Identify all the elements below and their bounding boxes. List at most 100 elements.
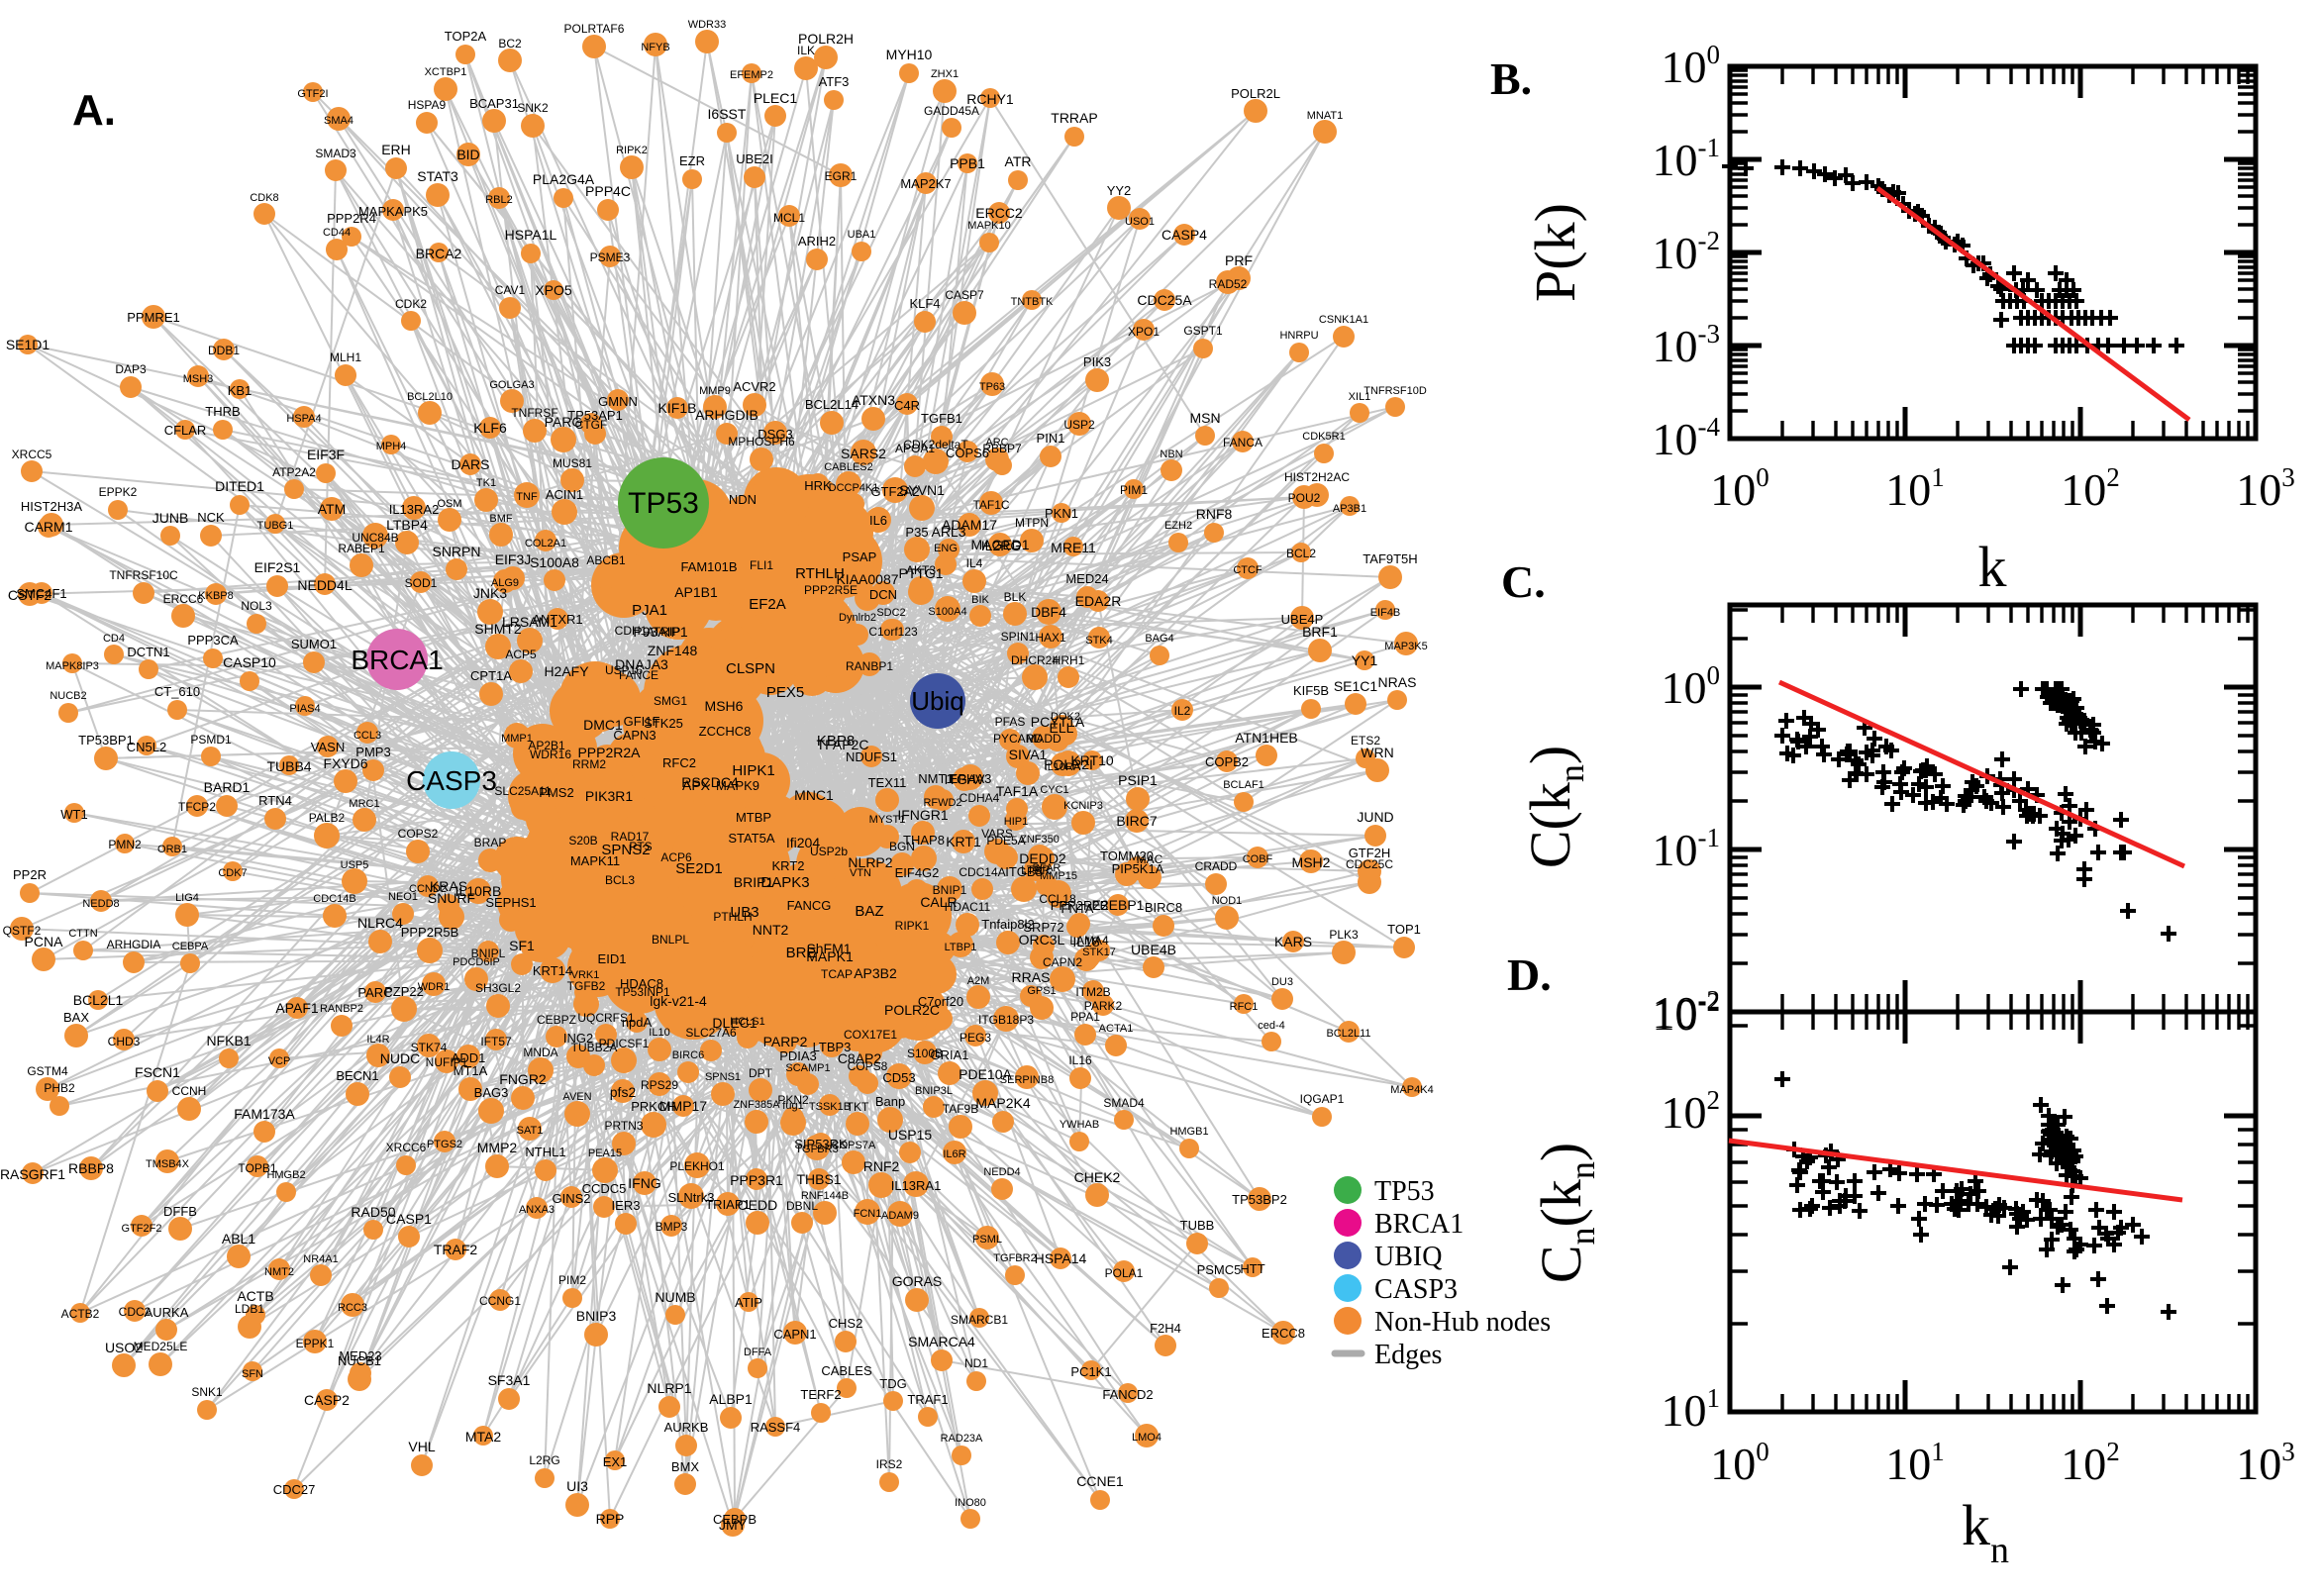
svg-text:S100B: S100B	[907, 1047, 943, 1060]
svg-text:PTS: PTS	[629, 840, 652, 853]
svg-text:AP3B1: AP3B1	[1333, 503, 1366, 515]
svg-text:TP63: TP63	[979, 381, 1005, 393]
svg-text:SF1: SF1	[509, 938, 535, 953]
svg-text:EGR1: EGR1	[825, 169, 858, 183]
svg-text:HIPK1: HIPK1	[732, 762, 774, 779]
svg-text:TUBG1: TUBG1	[257, 520, 294, 532]
svg-text:PARK2: PARK2	[1084, 999, 1123, 1013]
svg-text:TP53: TP53	[1374, 1176, 1435, 1207]
svg-text:ATRIP: ATRIP	[647, 625, 680, 639]
svg-text:PPP3CA: PPP3CA	[187, 633, 239, 648]
svg-text:UNC84B: UNC84B	[352, 531, 398, 545]
svg-text:BCL2L11: BCL2L11	[1326, 1028, 1370, 1040]
svg-text:PDICSF1: PDICSF1	[599, 1037, 650, 1050]
svg-text:RBBP8: RBBP8	[68, 1160, 114, 1176]
svg-text:npdA: npdA	[622, 1015, 653, 1030]
svg-text:CT_610: CT_610	[154, 684, 200, 699]
svg-text:ATN1HEB: ATN1HEB	[1235, 730, 1298, 746]
svg-text:TOP1: TOP1	[1387, 922, 1421, 937]
svg-text:SMC4F1: SMC4F1	[16, 586, 66, 601]
svg-text:COPS7A: COPS7A	[832, 1140, 876, 1151]
svg-text:DAP3: DAP3	[115, 362, 147, 376]
svg-text:FANCG: FANCG	[787, 898, 832, 913]
svg-text:HCLS1: HCLS1	[730, 1016, 764, 1028]
svg-text:BNIP3L: BNIP3L	[915, 1085, 953, 1097]
svg-text:TGFB1: TGFB1	[921, 411, 962, 426]
svg-text:COPS8: COPS8	[848, 1059, 888, 1073]
svg-text:SRP72: SRP72	[1023, 920, 1063, 935]
svg-text:SLC25A11: SLC25A11	[494, 784, 551, 798]
svg-text:PARP2: PARP2	[763, 1034, 808, 1049]
svg-text:MRE11: MRE11	[1051, 540, 1096, 555]
svg-text:BAX: BAX	[63, 1010, 89, 1025]
svg-text:DDB1: DDB1	[208, 344, 240, 357]
svg-text:BAG4: BAG4	[1145, 633, 1173, 645]
svg-text:ING2: ING2	[563, 1031, 593, 1046]
svg-text:MAP2K7: MAP2K7	[900, 176, 951, 191]
svg-text:SE2D1: SE2D1	[675, 860, 723, 877]
svg-text:KRT14: KRT14	[533, 963, 572, 978]
svg-text:SAT1: SAT1	[517, 1125, 544, 1137]
svg-text:CSTF2: CSTF2	[8, 587, 52, 603]
svg-text:PALB2: PALB2	[309, 811, 346, 825]
svg-text:MYH10: MYH10	[886, 47, 933, 62]
svg-text:F2H4: F2H4	[1150, 1321, 1181, 1336]
svg-text:GTF2I: GTF2I	[297, 88, 328, 100]
svg-text:S100A8: S100A8	[530, 554, 579, 570]
svg-text:MTBP: MTBP	[736, 810, 771, 825]
svg-text:TAF9B: TAF9B	[943, 1102, 978, 1116]
svg-text:MT1A: MT1A	[454, 1063, 488, 1078]
svg-text:LTBP1: LTBP1	[945, 942, 977, 953]
svg-text:GSPT1: GSPT1	[1183, 324, 1223, 338]
svg-text:STK74: STK74	[411, 1041, 448, 1054]
svg-text:PSIP1: PSIP1	[1118, 772, 1158, 788]
svg-text:NCK: NCK	[197, 510, 225, 525]
svg-text:EZH2: EZH2	[1164, 520, 1192, 532]
svg-text:KIF1B: KIF1B	[658, 400, 697, 416]
svg-text:SMARCA4: SMARCA4	[908, 1334, 975, 1349]
svg-text:PDE5A: PDE5A	[986, 834, 1025, 848]
svg-text:NUDC: NUDC	[380, 1050, 420, 1066]
svg-text:CPT1A: CPT1A	[470, 668, 512, 683]
svg-text:Banp: Banp	[875, 1094, 905, 1109]
svg-text:RFWD2: RFWD2	[923, 797, 961, 809]
svg-text:EIF3F: EIF3F	[307, 447, 345, 462]
svg-text:SMARCB1: SMARCB1	[951, 1313, 1008, 1327]
svg-text:BIK: BIK	[971, 594, 989, 606]
svg-text:MLH1: MLH1	[330, 350, 361, 364]
svg-text:NDN: NDN	[729, 492, 757, 507]
svg-text:ATF3: ATF3	[819, 74, 850, 89]
svg-text:RSCDC4: RSCDC4	[681, 774, 739, 790]
svg-text:THBS1: THBS1	[796, 1171, 841, 1187]
svg-text:WDR33: WDR33	[688, 19, 727, 31]
svg-text:EIF2S1: EIF2S1	[254, 559, 301, 575]
svg-text:RNF8: RNF8	[1196, 506, 1233, 522]
svg-text:MCL1: MCL1	[773, 211, 805, 225]
svg-text:IL2: IL2	[1174, 704, 1191, 718]
svg-text:ANTXR1: ANTXR1	[532, 612, 582, 627]
svg-text:YY1: YY1	[1352, 652, 1378, 668]
svg-text:AVEN: AVEN	[562, 1091, 591, 1103]
svg-text:SPIN1: SPIN1	[1001, 630, 1036, 644]
svg-text:USP5: USP5	[341, 859, 369, 871]
svg-text:HIST2H2AC: HIST2H2AC	[1284, 470, 1350, 484]
svg-text:ACIN1: ACIN1	[546, 487, 583, 502]
svg-text:RASGRF1: RASGRF1	[0, 1166, 65, 1182]
svg-text:EDA2R: EDA2R	[1075, 593, 1122, 609]
svg-text:HDAC8: HDAC8	[620, 976, 663, 991]
svg-text:ACTB: ACTB	[237, 1288, 273, 1304]
svg-text:USP2b: USP2b	[810, 845, 848, 858]
svg-text:MAPK10: MAPK10	[967, 220, 1010, 232]
svg-text:COPS6: COPS6	[946, 446, 989, 460]
svg-text:NEDD4L: NEDD4L	[297, 577, 352, 593]
svg-text:CEBPB: CEBPB	[713, 1512, 757, 1527]
svg-text:HRH1: HRH1	[1053, 653, 1085, 667]
svg-text:BNIPL: BNIPL	[471, 947, 506, 960]
svg-text:KARS: KARS	[1274, 934, 1312, 949]
svg-text:ORB1: ORB1	[157, 844, 187, 855]
svg-text:NLRP2: NLRP2	[848, 854, 892, 870]
svg-text:PPP4C: PPP4C	[585, 183, 631, 199]
svg-text:GSTM4: GSTM4	[27, 1064, 68, 1078]
svg-text:ADAM17: ADAM17	[942, 517, 997, 533]
svg-text:BIRC7: BIRC7	[1116, 813, 1157, 829]
